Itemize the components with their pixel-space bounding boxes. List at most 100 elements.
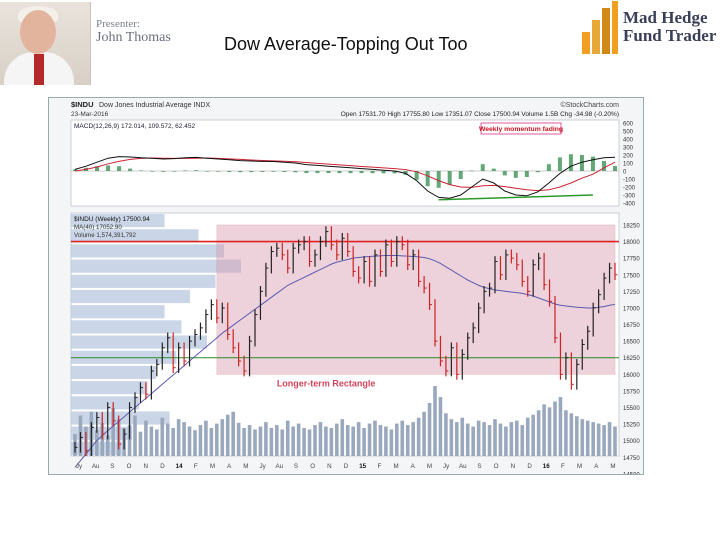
- volume-bar: [607, 422, 612, 456]
- volume-profile-bar: [71, 396, 139, 410]
- volume-bar: [275, 425, 279, 456]
- volume-bar: [395, 423, 399, 456]
- volume-profile-bar: [71, 244, 224, 258]
- annotation-box: [480, 122, 562, 135]
- x-tick-label: M: [610, 463, 615, 470]
- macd-tick-label: -200: [623, 186, 636, 192]
- volume-bar: [324, 426, 328, 456]
- volume-bar: [264, 422, 268, 456]
- macd-histogram-bar: [480, 164, 485, 171]
- macd-histogram-bar: [436, 171, 441, 188]
- volume-bar: [171, 428, 175, 456]
- macd-histogram-bar: [271, 171, 276, 172]
- x-tick-label: Au: [459, 463, 467, 470]
- volume-bar: [280, 429, 285, 456]
- volume-bar: [411, 422, 415, 456]
- volume-bar: [373, 420, 377, 456]
- volume-bar: [575, 416, 579, 456]
- volume-bar: [465, 423, 470, 456]
- volume-bar: [236, 422, 241, 456]
- volume-bar: [444, 413, 448, 456]
- macd-histogram-bar: [337, 171, 342, 174]
- price-tick-label: 17000: [623, 306, 640, 312]
- x-tick-label: S: [477, 463, 481, 470]
- longer-term-rectangle: [216, 224, 616, 375]
- volume-bar: [133, 415, 137, 456]
- macd-tick-label: 400: [623, 138, 634, 144]
- x-tick-label: Jy: [443, 463, 450, 470]
- x-tick-label: F: [377, 463, 381, 470]
- volume-bar: [105, 435, 110, 456]
- macd-histogram-bar: [590, 156, 595, 171]
- x-tick-label: O: [127, 463, 132, 470]
- volume-bar: [285, 420, 290, 456]
- presenter-name: John Thomas: [96, 30, 171, 45]
- x-tick-label: 16: [543, 463, 550, 470]
- volume-bar: [427, 402, 432, 456]
- volume-bar: [231, 411, 235, 456]
- x-tick-label: A: [411, 463, 416, 470]
- volume-bar: [100, 422, 105, 456]
- volume-bar: [307, 429, 312, 456]
- volume-bar: [422, 411, 426, 456]
- macd-histogram-bar: [172, 171, 177, 172]
- volume-bar: [476, 420, 481, 456]
- volume-profile-bar: [71, 305, 165, 319]
- macd-tick-label: -400: [623, 202, 636, 208]
- macd-histogram-bar: [513, 171, 518, 178]
- volume-profile-bar: [71, 320, 182, 334]
- macd-histogram-bar: [304, 171, 309, 174]
- brand-logo: Mad Hedge Fund Trader: [578, 0, 718, 56]
- volume-bar: [220, 419, 225, 456]
- macd-histogram-bar: [568, 154, 573, 171]
- volume-bar: [547, 407, 552, 456]
- volume-bar: [215, 423, 219, 456]
- volume-bar: [258, 426, 263, 456]
- volume-bar: [504, 426, 508, 456]
- volume-bar: [564, 410, 568, 456]
- macd-histogram-bar: [425, 171, 430, 187]
- x-tick-label: F: [561, 463, 565, 470]
- macd-histogram-bar: [117, 166, 122, 171]
- volume-bar: [498, 423, 503, 456]
- quote-label: Open 17531.70 High 17755.80 Low 17351.07…: [341, 111, 619, 118]
- macd-histogram-bar: [73, 169, 77, 171]
- macd-histogram-bar: [249, 171, 254, 173]
- volume-bar: [269, 428, 274, 456]
- volume-bar: [482, 422, 486, 456]
- volume-profile-bar: [71, 214, 165, 228]
- x-tick-label: S: [294, 463, 298, 470]
- x-tick-label: F: [194, 463, 198, 470]
- macd-histogram-bar: [535, 171, 540, 173]
- volume-bar: [416, 417, 421, 456]
- macd-histogram-bar: [414, 171, 419, 180]
- volume-bar: [389, 429, 394, 456]
- macd-histogram-bar: [579, 155, 584, 171]
- price-tick-label: 15000: [623, 439, 640, 445]
- price-tick-label: 16250: [623, 356, 640, 362]
- volume-bar: [351, 426, 355, 456]
- volume-bar: [580, 419, 585, 456]
- macd-tick-label: 600: [623, 122, 634, 128]
- price-tick-label: 15250: [623, 423, 640, 429]
- macd-histogram-bar: [613, 166, 617, 171]
- macd-tick-label: -100: [623, 178, 636, 184]
- macd-histogram-bar: [106, 165, 111, 171]
- volume-bar: [520, 425, 525, 456]
- volume-bar: [193, 430, 197, 456]
- price-tick-label: 15500: [623, 406, 640, 412]
- macd-histogram-bar: [524, 171, 529, 177]
- volume-bar: [378, 425, 383, 456]
- macd-histogram-bar: [150, 171, 155, 172]
- volume-bar: [596, 423, 601, 456]
- volume-bar: [242, 428, 246, 456]
- macd-label: MACD(12,26,9) 172.014, 109.572, 62.452: [74, 123, 195, 130]
- price-tick-label: 15750: [623, 389, 640, 395]
- volume-bar: [509, 422, 514, 456]
- macd-histogram-bar: [359, 171, 364, 174]
- volume-bar: [531, 414, 535, 456]
- x-tick-label: M: [210, 463, 215, 470]
- volume-bar: [449, 419, 454, 456]
- volume-bar: [149, 426, 154, 456]
- ma-label: MA(40) 17052.90: [74, 224, 122, 231]
